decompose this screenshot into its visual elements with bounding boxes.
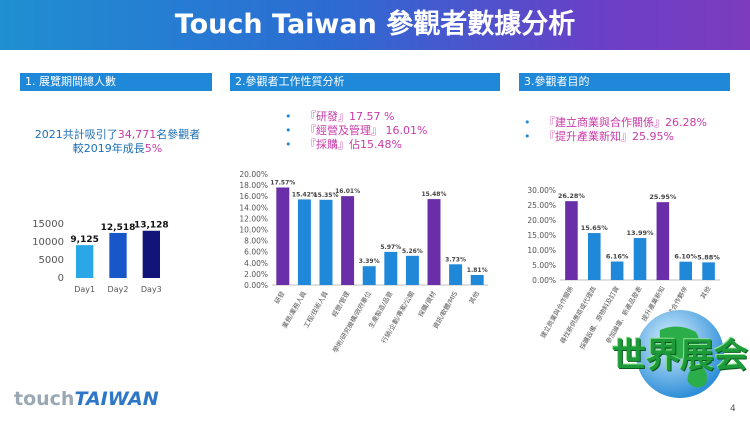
section-header-visitor-purpose: 3.參觀者目的 xyxy=(519,73,730,91)
data-label: 13,128 xyxy=(134,221,169,231)
bar xyxy=(633,238,647,280)
logo-part-touch: touch xyxy=(14,388,75,410)
summary-text: 較2019年成長 xyxy=(72,142,145,155)
y-tick-label: 10.00% xyxy=(239,226,268,235)
category-label: Day3 xyxy=(141,285,162,294)
bar xyxy=(565,201,578,280)
title-banner: Touch Taiwan 參觀者數據分析 xyxy=(0,0,750,50)
highlight-item: • 『經營及管理』 16.01% xyxy=(285,124,428,137)
bar xyxy=(405,255,419,285)
bar xyxy=(610,261,624,280)
data-label: 15.65% xyxy=(581,224,609,232)
data-label: 3.39% xyxy=(359,258,380,265)
summary-line-2: 較2019年成長5% xyxy=(10,140,225,156)
summary-total-visitors: 34,771 xyxy=(117,128,157,141)
y-tick-label: 12.00% xyxy=(239,214,268,223)
data-label: 16.01% xyxy=(335,188,360,195)
y-tick-label: 30.00% xyxy=(527,186,556,195)
y-tick-label: 15000 xyxy=(32,219,64,230)
y-tick-label: 4.00% xyxy=(244,259,268,268)
highlight-item: • 『提升產業新知』25.95% xyxy=(524,130,674,143)
bar xyxy=(319,199,333,285)
bar xyxy=(679,261,692,280)
data-label: 6.10% xyxy=(674,253,697,261)
data-label: 6.16% xyxy=(606,253,629,261)
highlight-text: 『採購』佔15.48% xyxy=(305,138,402,151)
y-tick-label: 0 xyxy=(58,273,64,284)
y-tick-label: 10000 xyxy=(32,237,64,248)
summary-text: 2021共計吸引了 xyxy=(34,128,118,141)
y-tick-label: 5.00% xyxy=(532,261,556,270)
page-title: Touch Taiwan 參觀者數據分析 xyxy=(174,9,576,40)
highlight-text: 『建立商業與合作關係』26.28% xyxy=(544,116,707,129)
highlight-text: 『研發』17.57 % xyxy=(305,110,395,123)
bar xyxy=(656,202,670,280)
category-label: Day2 xyxy=(108,285,129,294)
y-tick-label: 0.00% xyxy=(532,276,556,285)
bar xyxy=(427,199,441,285)
y-tick-label: 5000 xyxy=(39,255,64,266)
section-header-total-visitors: 1. 展覽期間總人數 xyxy=(20,73,212,91)
y-tick-label: 18.00% xyxy=(239,181,268,190)
world-expo-text: 世界展会 xyxy=(612,336,748,376)
data-label: 15.48% xyxy=(422,191,447,198)
y-tick-label: 14.00% xyxy=(239,203,268,212)
summary-growth: 5% xyxy=(144,142,163,155)
bar xyxy=(276,187,290,285)
data-label: 17.57% xyxy=(270,179,295,186)
bar xyxy=(384,251,398,285)
data-label: 5.88% xyxy=(697,253,720,261)
data-label: 26.28% xyxy=(558,192,586,200)
bar xyxy=(470,274,484,285)
data-label: 15.42% xyxy=(292,191,317,198)
section-header-job-analysis: 2.參觀者工作性質分析 xyxy=(230,73,500,91)
highlight-item: • 『研發』17.57 % xyxy=(285,110,395,123)
data-label: 15.35% xyxy=(314,192,339,199)
summary-line-1: 2021共計吸引了34,771名參觀者 xyxy=(10,126,225,142)
data-label: 5.97% xyxy=(380,244,401,251)
category-label: 其他 xyxy=(698,284,713,300)
category-label: Day1 xyxy=(74,285,95,294)
y-tick-label: 2.00% xyxy=(244,270,268,279)
bar xyxy=(76,245,94,278)
purpose-highlights: • 『建立商業與合作關係』26.28% • 『提升產業新知』25.95% xyxy=(524,116,707,144)
data-label: 25.95% xyxy=(649,193,677,201)
data-label: 13.99% xyxy=(626,229,654,237)
bar xyxy=(588,233,601,280)
data-label: 5.26% xyxy=(402,248,423,255)
bar xyxy=(449,264,463,285)
bar xyxy=(109,232,127,278)
data-label: 9,125 xyxy=(70,235,98,245)
bar xyxy=(341,196,355,285)
bar xyxy=(142,230,160,278)
bar xyxy=(702,262,715,280)
y-tick-label: 10.00% xyxy=(527,246,556,255)
highlight-item: • 『採購』佔15.48% xyxy=(285,138,402,151)
highlight-item: • 『建立商業與合作關係』26.28% xyxy=(524,116,707,129)
data-label: 3.73% xyxy=(445,256,466,263)
y-tick-label: 20.00% xyxy=(239,170,268,179)
data-label: 12,518 xyxy=(101,223,136,233)
data-label: 1.81% xyxy=(467,267,488,274)
touch-taiwan-logo: touchTAIWAN xyxy=(14,388,159,410)
y-tick-label: 8.00% xyxy=(244,237,268,246)
y-tick-label: 25.00% xyxy=(527,201,556,210)
highlight-text: 『經營及管理』 16.01% xyxy=(305,124,428,137)
summary-text: 名參觀者 xyxy=(156,128,201,141)
y-tick-label: 20.00% xyxy=(527,216,556,225)
globe-icon xyxy=(636,310,724,398)
y-tick-label: 6.00% xyxy=(244,248,268,257)
page-number: 4 xyxy=(730,404,736,414)
y-tick-label: 15.00% xyxy=(527,231,556,240)
y-tick-label: 0.00% xyxy=(244,281,268,290)
bar xyxy=(297,199,311,285)
job-highlights: • 『研發』17.57 % • 『經營及管理』 16.01% • 『採購』佔15.48… xyxy=(285,110,427,152)
y-tick-label: 16.00% xyxy=(239,192,268,201)
bar xyxy=(362,266,376,285)
highlight-text: 『提升產業新知』25.95% xyxy=(544,130,674,143)
logo-part-taiwan: TAIWAN xyxy=(74,388,159,410)
